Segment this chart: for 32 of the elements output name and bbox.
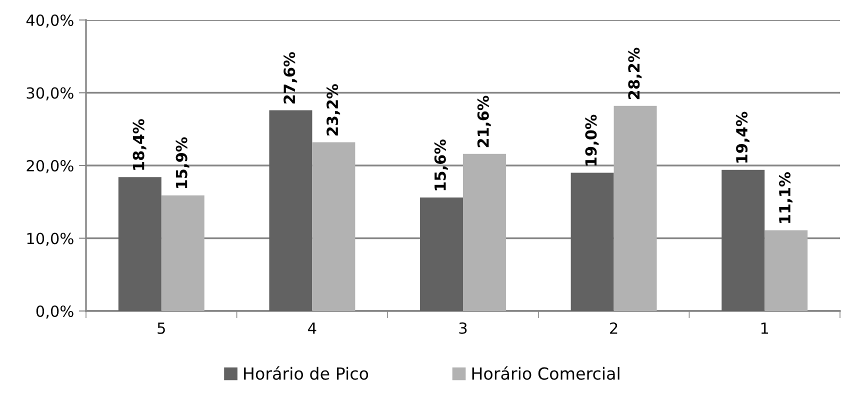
y-tick-label: 20,0% [26,160,74,174]
data-label: 19,4% [736,112,750,163]
bar [722,170,765,311]
y-tick-label: 0,0% [36,305,74,319]
data-label: 15,6% [434,139,448,190]
legend-label: Horário Comercial [472,366,620,380]
y-tick-label: 10,0% [27,232,74,246]
bar [570,172,614,311]
bar [269,110,312,311]
x-tick-label: 3 [459,322,467,334]
x-tick-label: 5 [158,322,165,334]
y-tick-label: 30,0% [26,87,74,100]
data-label: 28,2% [628,48,642,100]
data-label: 21,6% [477,96,491,148]
y-tick-label: 40,0% [26,14,74,28]
x-tick-label: 2 [610,322,618,334]
bar [764,230,808,311]
data-label: 23,2% [326,84,340,136]
x-tick-label: 4 [308,322,316,334]
bar [463,154,506,311]
bar [312,142,356,311]
data-label: 11,1% [778,172,792,223]
bar [118,177,162,311]
bar [420,198,463,311]
data-label: 27,6% [284,52,298,104]
bar [614,106,657,311]
data-label: 15,9% [176,137,190,188]
data-label: 18,4% [132,119,146,170]
legend-label: Horário de Pico [244,366,368,380]
bar [161,195,204,311]
data-label: 19,0% [585,114,599,166]
x-tick-label: 1 [761,322,768,334]
